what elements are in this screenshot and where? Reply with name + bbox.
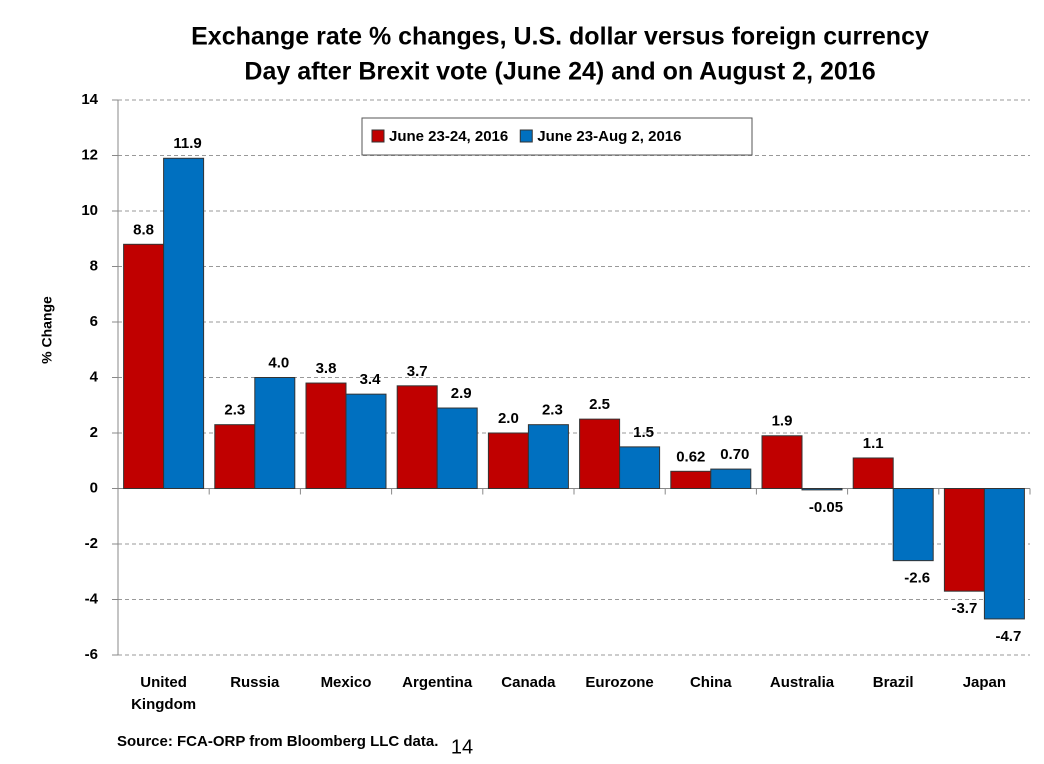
data-label: 2.0 [498,410,519,427]
x-tick-label: Australia [769,674,835,691]
data-label: 4.0 [268,354,289,371]
data-label: -4.7 [995,628,1021,645]
bar [487,432,529,489]
bar [436,407,478,489]
data-label: 1.5 [633,424,654,441]
legend-swatch [519,129,533,143]
data-label: 2.3 [542,402,563,419]
y-tick-label: 6 [90,313,98,330]
bar [579,418,621,489]
y-tick-label: 12 [81,146,98,163]
data-label: 0.62 [676,448,705,465]
y-tick-label: 0 [90,479,98,496]
legend-swatch [371,129,385,143]
bar [761,435,803,489]
bar [670,470,712,490]
legend-label: June 23-24, 2016 [389,128,508,145]
data-label: 2.3 [224,402,245,419]
bar [892,488,934,562]
data-label: 1.9 [772,413,793,430]
x-tick-label: China [689,674,732,691]
bar [710,468,752,490]
y-tick-label: 14 [81,91,98,108]
y-tick-label: 10 [81,202,98,219]
y-tick-label: 4 [90,368,99,385]
y-axis-label: % Change [39,296,55,364]
data-label: 11.9 [173,135,201,152]
bar [619,446,661,489]
y-tick-label: 8 [90,257,98,274]
data-label: -2.6 [904,570,930,587]
bar [214,424,256,489]
bar [527,424,569,489]
bar [305,382,347,489]
data-label: 1.1 [863,435,884,452]
bar [163,157,205,489]
legend-box [361,117,753,156]
legend-label: June 23-Aug 2, 2016 [537,128,681,145]
data-label: 0.70 [720,446,749,463]
bar [801,488,843,491]
data-label: -0.05 [809,499,843,516]
bar [983,488,1025,620]
x-tick-label: Argentina [402,674,473,691]
y-tick-label: -4 [85,590,99,607]
y-tick-label: 2 [90,424,98,441]
data-label: 2.9 [451,385,472,402]
data-label: 8.8 [133,221,154,238]
x-tick-label: Eurozone [585,674,654,691]
data-label: 2.5 [589,396,610,413]
x-tick-label: Brazil [872,674,914,691]
x-tick-label: United Kingdom [131,674,197,713]
data-label: 3.4 [360,371,382,388]
bar [123,243,165,489]
data-label: 3.7 [407,363,428,380]
chart-title: Exchange rate % changes, U.S. dollar ver… [191,23,929,51]
x-tick-label: Russia [230,674,280,691]
data-label: 3.8 [316,360,337,377]
y-tick-label: -6 [85,646,98,663]
bar [852,457,894,490]
page-number: 14 [451,736,473,758]
source: Source: FCA-ORP from Bloomberg LLC data. [117,733,438,750]
x-tick-label: Japan [962,674,1007,691]
bar [943,488,985,592]
bar [396,385,438,490]
x-tick-label: Canada [501,674,556,691]
y-tick-label: -2 [85,535,98,552]
data-label: -3.7 [951,600,977,617]
bar [254,377,296,489]
x-tick-label: Mexico [320,674,372,691]
bar [345,393,387,489]
chart-subtitle: Day after Brexit vote (June 24) and on A… [244,58,875,86]
